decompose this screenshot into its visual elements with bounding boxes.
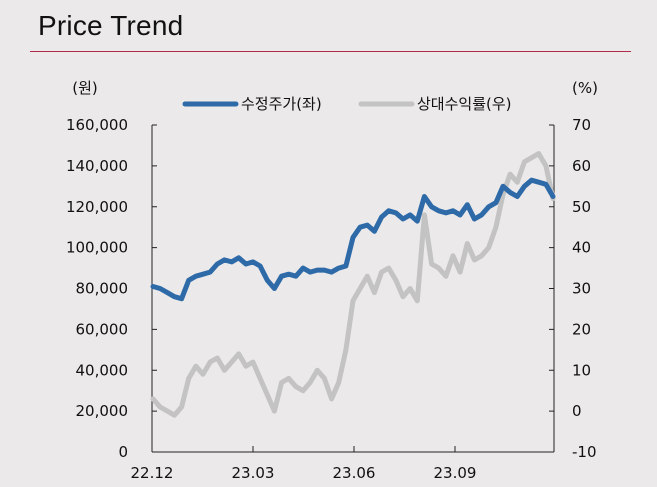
y-right-tick-label: 70 xyxy=(572,116,591,134)
y-right-tick-label: 20 xyxy=(572,320,591,338)
y-right-tick-label: 60 xyxy=(572,157,591,175)
relative-return-line xyxy=(150,151,556,418)
y-left-tick-label: 20,000 xyxy=(76,402,129,420)
y-left-tick-label: 80,000 xyxy=(76,280,129,298)
y-right-tick-label: 50 xyxy=(572,198,591,216)
y-left-tick-label: 0 xyxy=(118,443,128,461)
x-tick-label: 23.06 xyxy=(333,464,376,482)
legend-label: 상대수익률(우) xyxy=(417,95,512,113)
legend-label: 수정주가(좌) xyxy=(241,95,322,113)
y-right-tick-label: 10 xyxy=(572,361,591,379)
y-left-tick-label: 140,000 xyxy=(66,157,128,175)
y-left-tick-label: 40,000 xyxy=(76,361,129,379)
y-left-tick-label: 60,000 xyxy=(76,320,129,338)
y-right-tick-label: 0 xyxy=(572,402,582,420)
y-left-tick-label: 160,000 xyxy=(66,116,128,134)
x-tick-label: 23.09 xyxy=(434,464,477,482)
y-right-tick-label: -10 xyxy=(572,443,597,461)
y-left-tick-label: 100,000 xyxy=(66,239,128,257)
y-left-unit-label: (원) xyxy=(72,79,98,97)
x-tick-label: 23.03 xyxy=(232,464,275,482)
adjusted-price-line xyxy=(150,177,556,302)
title-divider xyxy=(30,51,631,52)
y-left-tick-label: 120,000 xyxy=(66,198,128,216)
y-right-tick-label: 30 xyxy=(572,280,591,298)
y-right-tick-label: 40 xyxy=(572,239,591,257)
y-right-unit-label: (%) xyxy=(572,79,598,97)
x-tick-label: 22.12 xyxy=(131,464,174,482)
page-title: Price Trend xyxy=(38,10,184,41)
